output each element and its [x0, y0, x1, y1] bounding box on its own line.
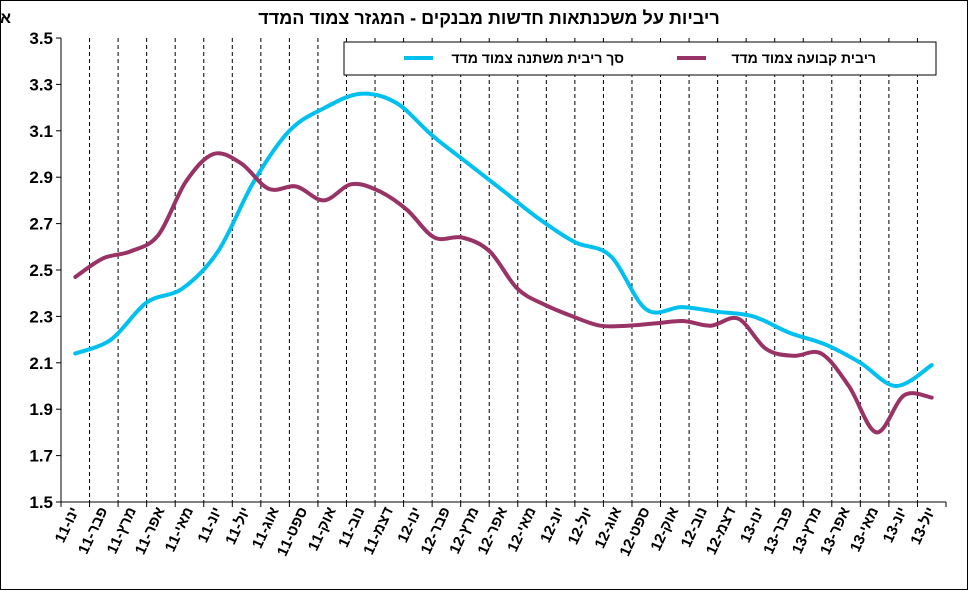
- legend-box: [343, 41, 937, 76]
- series-line-0: [73, 91, 934, 389]
- legend-label-variable: סך ריבית משתנה צמוד מדד: [451, 50, 624, 66]
- chart-title: ריביות על משכנתאות חדשות מבנקים - המגזר …: [258, 8, 719, 28]
- y-tick-label: 1.5: [29, 493, 53, 512]
- x-tick-label: יול-13: [907, 505, 939, 548]
- y-tick-label: 2.7: [29, 215, 53, 234]
- legend-label-fixed: ריבית קבועה צמוד מדד: [731, 50, 876, 66]
- grid-lines: [89, 38, 918, 502]
- y-tick-label: 1.9: [29, 400, 53, 419]
- x-tick-label: יונ-12: [537, 505, 568, 546]
- x-tick-label: ינו-12: [394, 505, 425, 546]
- legend: סך ריבית משתנה צמוד מדד ריבית קבועה צמוד…: [343, 41, 937, 76]
- x-tick-label: יונ-13: [880, 505, 911, 546]
- x-tick-labels: ינו-11פבר-11מרץ-11אפר-11מאי-11יונ-11יול-…: [52, 504, 940, 559]
- y-tick-label: 2.9: [29, 168, 53, 187]
- y-tick-label: 3.3: [29, 75, 53, 94]
- y-tick-label: 2.5: [29, 261, 53, 280]
- x-tick-label: ינו-11: [52, 505, 83, 546]
- series-line-1: [73, 151, 934, 435]
- y-tick-label: 3.5: [29, 29, 53, 48]
- y-tick-labels: 1.5 1.7 1.9 2.1 2.3 2.5 2.7 2.9 3.1 3.3 3.5: [29, 29, 53, 512]
- series-lines: [73, 91, 934, 435]
- y-tick-label: 2.3: [29, 307, 53, 326]
- axes: [56, 37, 947, 507]
- x-tick-label: יונ-11: [195, 505, 226, 546]
- y-tick-label: 2.1: [29, 354, 53, 373]
- y-tick-label: 1.7: [29, 447, 53, 466]
- y-tick-label: 3.1: [29, 122, 53, 141]
- y-axis-unit-label: אחוזים: [1, 10, 11, 27]
- x-tick-label: ינו-13: [737, 505, 768, 546]
